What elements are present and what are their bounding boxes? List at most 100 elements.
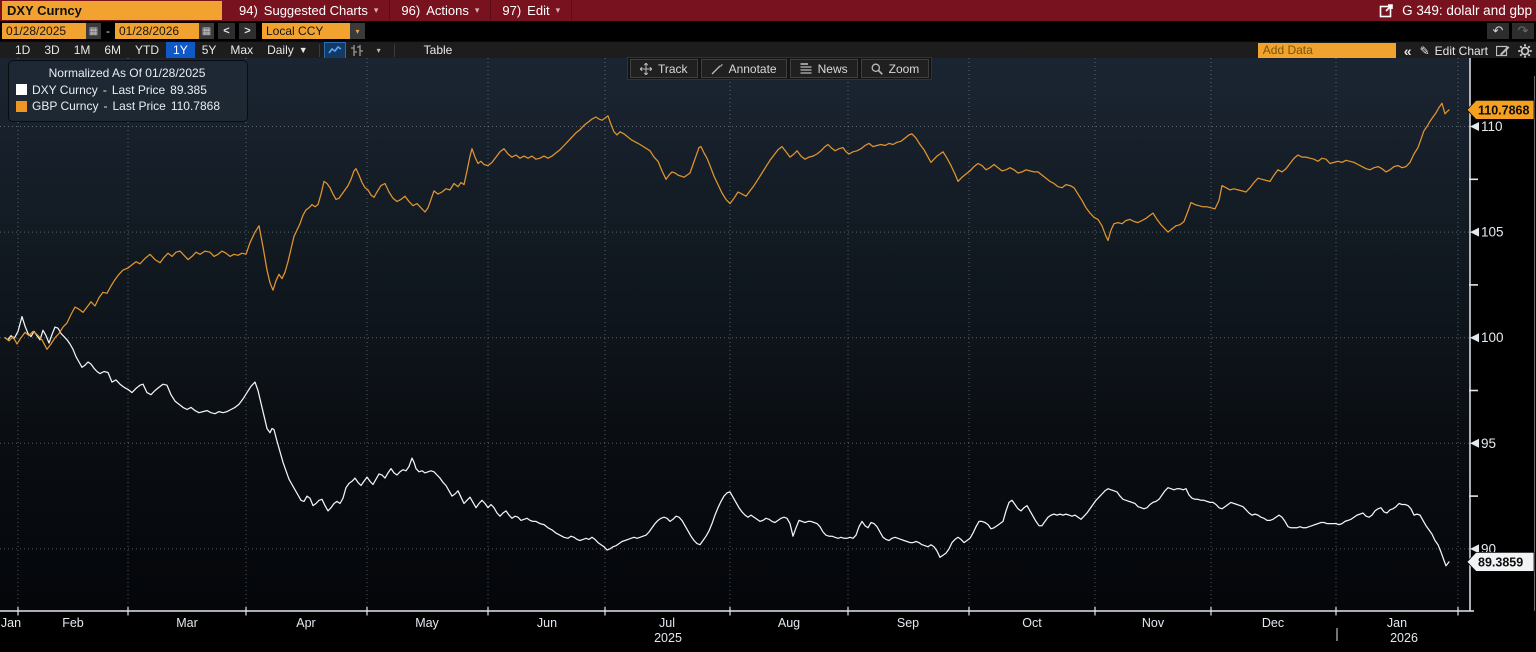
- price-tag-gbp[interactable]: [1466, 99, 1535, 120]
- range-max[interactable]: Max: [230, 42, 254, 57]
- export-icon[interactable]: [1379, 3, 1394, 18]
- y-tick-arrow-icon: [1470, 227, 1479, 237]
- line-chart-type-icon[interactable]: [323, 41, 346, 59]
- menu-label: Actions: [426, 3, 469, 18]
- chart-toolbar-right: Add Data « ✎ Edit Chart: [1257, 42, 1532, 59]
- legend-item-gbp[interactable]: GBP Curncy - Last Price 110.7868: [16, 98, 238, 115]
- chart-type-dropdown-icon[interactable]: ▾: [376, 45, 381, 55]
- zoom-button[interactable]: Zoom: [860, 59, 930, 78]
- magnifier-icon: [871, 63, 883, 75]
- plot-background: [0, 58, 1470, 611]
- year-label: 2026: [1390, 631, 1418, 645]
- legend-price-label: Last Price: [111, 82, 166, 97]
- y-tick-label: 100: [1481, 330, 1504, 345]
- menu-actions[interactable]: 96) Actions ▾: [390, 0, 492, 21]
- candlestick-type-icon[interactable]: [347, 43, 367, 58]
- month-label: Mar: [176, 616, 198, 630]
- doc-title-area: G 349: dolalr and gbp: [1379, 0, 1532, 21]
- undo-icon[interactable]: ↶: [1487, 23, 1509, 39]
- prev-period-button[interactable]: <: [218, 23, 235, 39]
- chevron-down-icon[interactable]: ▾: [350, 23, 365, 39]
- legend-series-name: DXY Curncy: [32, 82, 98, 97]
- month-label: Jul: [659, 616, 675, 630]
- track-button[interactable]: Track: [630, 59, 698, 78]
- month-label: Dec: [1262, 616, 1284, 630]
- price-chart-canvas[interactable]: Jan Feb Mar Apr May Jun Jul Aug Sep Oct Nov Dec Jan2…: [0, 58, 1536, 652]
- y-tick-label: 105: [1481, 225, 1504, 240]
- chart-overlay-toolbar: Track Annotate News Zoom: [627, 57, 933, 80]
- edit-chart-button[interactable]: ✎ Edit Chart: [1420, 44, 1488, 58]
- menu-items: 94) Suggested Charts ▾ 96) Actions ▾ 97)…: [228, 0, 573, 21]
- chart-toolbar: 1D 3D 1M 6M YTD 1Y 5Y Max Daily ▼ ▾ Tabl…: [0, 41, 1536, 59]
- date-from-input[interactable]: 01/28/2025: [2, 23, 86, 39]
- month-label: Sep: [897, 616, 919, 630]
- redo-icon[interactable]: ↷: [1512, 23, 1534, 39]
- y-tick-arrow-icon: [1470, 333, 1479, 343]
- series-line-dxy: [4, 315, 1450, 567]
- legend-item-dxy[interactable]: DXY Curncy - Last Price 89.385: [16, 82, 238, 99]
- month-label: Oct: [1022, 616, 1042, 630]
- y-tick-arrow-icon: [1470, 438, 1479, 448]
- range-3d[interactable]: 3D: [44, 42, 60, 57]
- annotate-label: Annotate: [728, 61, 777, 76]
- month-label: Jan: [1387, 616, 1407, 630]
- month-label: Aug: [778, 616, 800, 630]
- month-label: Jan: [1, 616, 21, 630]
- price-tag-value-dxy: 89.3859: [1478, 555, 1523, 569]
- table-button[interactable]: Table: [423, 42, 453, 57]
- dxy-swatch: [16, 84, 27, 96]
- price-tag-value-gbp: 110.7868: [1478, 103, 1529, 117]
- news-button[interactable]: News: [789, 59, 858, 78]
- gear-icon[interactable]: [1518, 43, 1532, 58]
- crosshair-icon: [640, 62, 652, 75]
- menu-bar: DXY Curncy 94) Suggested Charts ▾ 96) Ac…: [0, 0, 1536, 21]
- menu-label: Edit: [527, 3, 550, 18]
- period-label: Daily: [267, 42, 294, 57]
- legend-price-label: Last Price: [112, 99, 166, 113]
- menu-num: 94): [239, 3, 258, 18]
- price-tag-dxy[interactable]: [1466, 551, 1535, 572]
- currency-mode-select[interactable]: Local CCY: [262, 23, 350, 39]
- annotate-button[interactable]: Annotate: [700, 59, 787, 78]
- menu-label: Suggested Charts: [263, 3, 368, 18]
- range-1d[interactable]: 1D: [15, 42, 31, 57]
- add-data-input[interactable]: Add Data: [1257, 43, 1396, 58]
- edit-chart-label: Edit Chart: [1434, 43, 1488, 58]
- collapse-panel-icon[interactable]: «: [1403, 42, 1412, 59]
- doc-title: G 349: dolalr and gbp: [1402, 3, 1532, 18]
- menu-num: 96): [401, 3, 421, 18]
- chart-area: Jan Feb Mar Apr May Jun Jul Aug Sep Oct Nov Dec Jan 2…: [0, 57, 1536, 652]
- range-5y[interactable]: 5Y: [201, 42, 217, 57]
- chevron-down-icon: ▾: [474, 5, 480, 15]
- separator: [393, 43, 395, 57]
- period-select[interactable]: Daily ▼: [260, 42, 315, 59]
- range-1y-selected[interactable]: 1Y: [166, 41, 195, 59]
- legend-title: Normalized As Of 01/28/2025: [48, 66, 206, 80]
- pencil-icon: ✎: [1419, 43, 1430, 58]
- annotate-pencil-icon: [711, 63, 723, 74]
- triangle-down-icon: ▼: [298, 44, 308, 55]
- chevron-down-icon: ▾: [555, 5, 561, 15]
- news-label: News: [817, 61, 848, 76]
- range-ytd[interactable]: YTD: [135, 42, 160, 57]
- next-period-button[interactable]: >: [239, 23, 256, 39]
- calendar-icon[interactable]: ▦: [86, 23, 101, 39]
- undo-redo-group: ↶ ↷: [1487, 23, 1534, 39]
- range-1m[interactable]: 1M: [73, 42, 91, 57]
- chart-legend: Normalized As Of 01/28/2025 DXY Curncy -…: [8, 60, 248, 122]
- date-to-input[interactable]: 01/28/2026: [115, 23, 199, 39]
- legend-price-value: 89.385: [170, 82, 207, 97]
- edit-chart-settings-icon[interactable]: [1496, 45, 1510, 57]
- menu-edit[interactable]: 97) Edit ▾: [491, 0, 573, 21]
- track-label: Track: [658, 61, 688, 76]
- range-6m[interactable]: 6M: [104, 42, 122, 57]
- month-label: Nov: [1142, 616, 1165, 630]
- date-bar: 01/28/2025 ▦ - 01/28/2026 ▦ < > Local CC…: [0, 21, 1536, 41]
- zoom-label: Zoom: [888, 61, 920, 76]
- series-line-gbp: [4, 102, 1450, 350]
- menu-num: 97): [502, 3, 522, 18]
- calendar-icon[interactable]: ▦: [199, 23, 214, 39]
- security-input[interactable]: DXY Curncy: [2, 1, 222, 20]
- menu-suggested-charts[interactable]: 94) Suggested Charts ▾: [228, 0, 391, 21]
